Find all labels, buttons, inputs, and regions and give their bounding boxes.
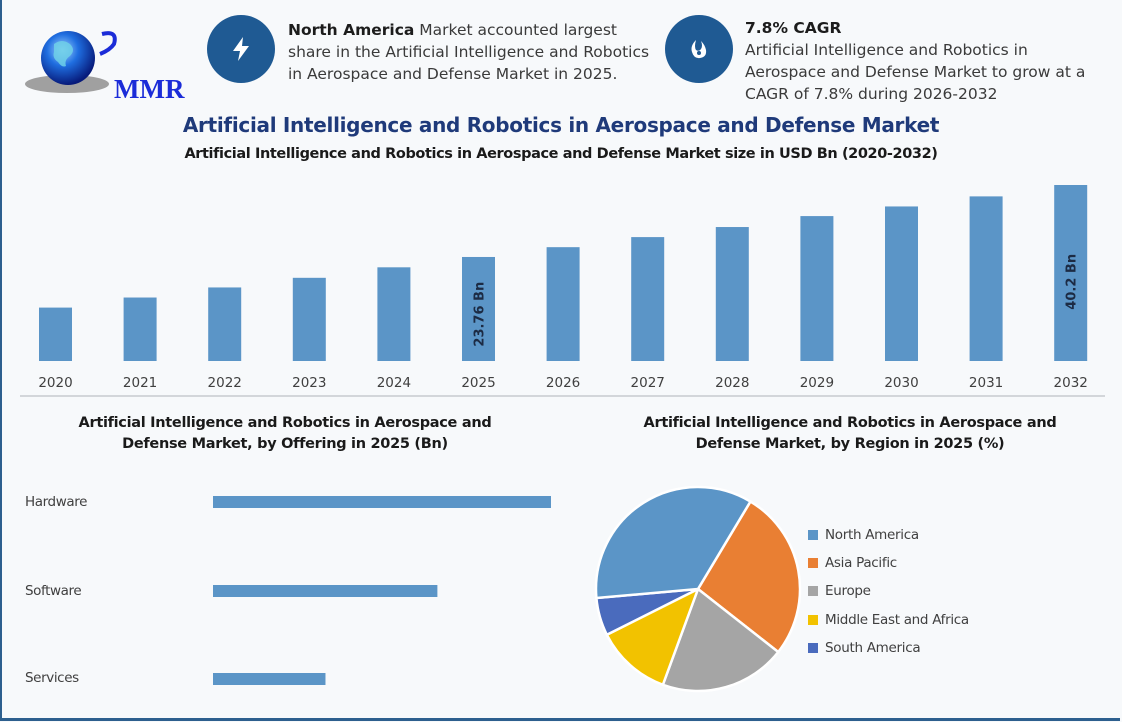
legend-label: Asia Pacific [825,555,897,572]
legend-item-middle-east-africa: Middle East and Africa [808,606,969,634]
bar-2022 [208,287,242,361]
bar-2026 [546,247,580,361]
legend-swatch [808,530,818,541]
pie-slice-north-america [594,485,753,600]
bar-2027 [631,237,665,361]
legend-label: Europe [825,583,871,600]
info-block-2-icon-circle [665,15,733,83]
info-block-1-line2: share in the Artificial Intelligence and… [288,43,650,61]
bar-2030 [885,206,918,361]
info-block-1-line3: in Aerospace and Defense Market in 2025. [288,65,618,83]
bar-2025 [462,256,495,361]
legend-swatch [808,614,818,625]
data-label-2032: 40.2 Bn [1065,254,1080,310]
bar-chart-subtitle: Artificial Intelligence and Robotics in … [184,146,938,162]
info-block-2-line1: Artificial Intelligence and Robotics in [745,41,1028,59]
x-tick-label: 2024 [377,375,411,391]
bar-2028 [715,227,749,361]
data-label-2025: 23.76 Bn [473,282,488,347]
info-block-1-line1: Market accounted largest [414,21,617,39]
x-tick-label: 2029 [800,375,834,391]
lightning-bolt-icon [233,37,249,61]
x-tick-label: 2020 [38,375,72,391]
hbar-hardware [213,496,551,508]
legend-label: South America [825,639,921,656]
bar-2031 [969,196,1003,361]
bar-2029 [800,216,834,361]
info-block-1-icon-circle [207,15,275,83]
pie-slice-europe [661,586,780,693]
offering-label-services: Services [25,670,79,686]
pie-slice-asia-pacific [696,499,802,654]
bar-2020 [39,307,72,361]
legend-swatch [808,642,818,653]
x-tick-label: 2022 [208,375,242,391]
section-divider [20,395,1105,397]
flame-drop-icon [691,40,707,59]
bar-2024 [377,267,411,361]
bar-2021 [123,297,157,361]
pie-slice-middle-east-and-africa [605,586,701,687]
info-block-2-bold: 7.8% CAGR [745,19,842,37]
hbar-software [213,585,438,597]
x-tick-label: 2026 [546,375,580,391]
logo-text: MMR [114,74,185,104]
x-tick-label: 2023 [292,375,326,391]
offering-chart-title-line2: Defense Market, by Offering in 2025 (Bn) [122,436,448,452]
offering-label-software: Software [25,583,82,599]
globe-icon [25,31,117,93]
offering-chart-title: Artificial Intelligence and Robotics in … [40,413,530,455]
x-tick-label: 2030 [884,375,918,391]
legend-label: Middle East and Africa [825,611,969,628]
legend-item-north-america: North America [808,521,969,549]
x-tick-label: 2021 [123,375,157,391]
legend-swatch [808,586,818,597]
x-tick-label: 2028 [715,375,749,391]
bar-2023 [292,277,326,361]
main-title: Artificial Intelligence and Robotics in … [182,113,940,137]
x-tick-label: 2025 [461,375,495,391]
info-block-1-text: North America Market accounted largest s… [288,19,649,85]
info-block-2-line2: Aerospace and Defense Market to grow at … [745,63,1086,81]
legend-item-asia-pacific: Asia Pacific [808,549,969,577]
region-chart-title-line2: Defense Market, by Region in 2025 (%) [695,436,1005,452]
x-tick-label: 2032 [1054,375,1088,391]
region-chart-title-line1: Artificial Intelligence and Robotics in … [643,415,1057,431]
x-tick-label: 2027 [631,375,665,391]
region-chart-title: Artificial Intelligence and Robotics in … [590,413,1110,455]
bar-2032 [1054,185,1088,361]
offering-label-hardware: Hardware [25,494,87,510]
hbar-services [213,673,326,685]
offering-chart-title-line1: Artificial Intelligence and Robotics in … [78,415,492,431]
x-tick-label: 2031 [969,375,1003,391]
info-block-1-bold: North America [288,21,415,39]
legend-label: North America [825,527,919,544]
legend-item-europe: Europe [808,577,969,605]
legend-swatch [808,558,818,569]
legend-item-south-america: South America [808,634,969,662]
mmr-logo: MMR [22,22,184,104]
region-legend: North America Asia Pacific Europe Middle… [808,521,969,662]
info-block-2-text: 7.8% CAGR Artificial Intelligence and Ro… [745,17,1085,105]
info-block-2-line3: CAGR of 7.8% during 2026-2032 [745,85,998,103]
